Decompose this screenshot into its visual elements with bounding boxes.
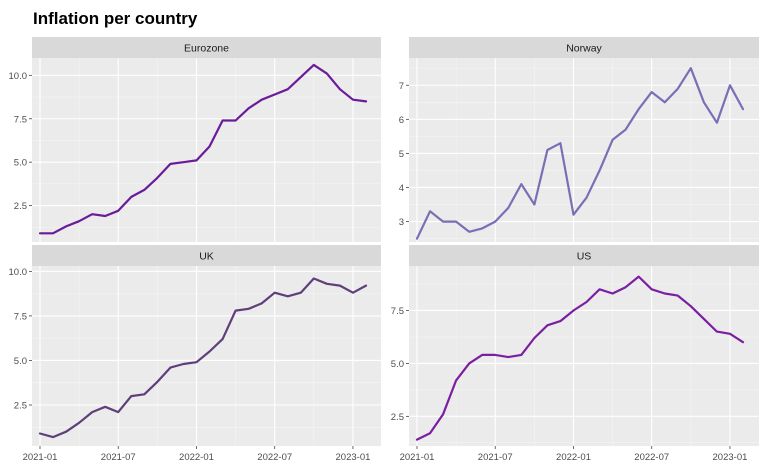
y-tick-label: 7.5	[391, 306, 404, 317]
y-tick-label: 4	[399, 183, 404, 194]
x-tick-label: 2021-07	[478, 452, 513, 463]
x-tick-label: 2021-01	[23, 452, 58, 463]
y-tick-label: 2.5	[391, 412, 404, 423]
panel-background	[409, 58, 759, 242]
y-tick-label: 7.5	[14, 311, 27, 322]
y-tick-label: 7.5	[14, 114, 27, 125]
series-line-us	[415, 275, 745, 441]
y-tick-label: 10.0	[9, 71, 28, 82]
x-tick-label: 2023-01	[336, 452, 371, 463]
y-tick-label: 5	[399, 149, 404, 160]
facet-label: Eurozone	[184, 43, 229, 55]
panel-uk: UK 2.5 5.0 7.5 10.0 2021-01 2021-07 2022-01 2022…	[9, 245, 381, 463]
chart-title: Inflation per country	[33, 9, 198, 28]
y-tick-label: 2.5	[14, 401, 27, 412]
facet-strip	[32, 245, 381, 266]
facet-label: US	[577, 251, 592, 263]
x-tick-label: 2022-07	[634, 452, 669, 463]
panel-us: US 2.5 5.0 7.5 2021-01 2021-07 2022-01 2022-07 2…	[391, 245, 759, 463]
panel-eurozone: Eurozone 2.5 5.0 7.5 10.0	[9, 37, 381, 242]
y-tick-label: 7	[399, 81, 404, 92]
facet-label: Norway	[566, 43, 602, 55]
series-line-uk	[38, 277, 368, 439]
y-tick-label: 5.0	[391, 359, 404, 370]
facet-strip	[409, 245, 759, 266]
x-tick-label: 2023-01	[713, 452, 748, 463]
facet-strip	[32, 37, 381, 58]
x-tick-label: 2021-07	[101, 452, 136, 463]
panel-background	[32, 266, 381, 446]
y-tick-label: 2.5	[14, 201, 27, 212]
x-tick-label: 2021-01	[400, 452, 435, 463]
x-tick-label: 2022-07	[257, 452, 292, 463]
panel-norway: Norway 3 4 5 6 7	[399, 37, 759, 242]
y-tick-label: 6	[399, 115, 404, 126]
y-tick-label: 5.0	[14, 158, 27, 169]
facet-label: UK	[199, 251, 214, 263]
x-tick-label: 2022-01	[179, 452, 214, 463]
series-line-norway	[415, 67, 745, 240]
x-tick-label: 2022-01	[556, 452, 591, 463]
y-tick-label: 10.0	[9, 267, 28, 278]
facet-strip	[409, 37, 759, 58]
panel-background	[409, 266, 759, 446]
y-tick-label: 5.0	[14, 356, 27, 367]
y-tick-label: 3	[399, 217, 404, 228]
series-line-eurozone	[38, 63, 368, 235]
